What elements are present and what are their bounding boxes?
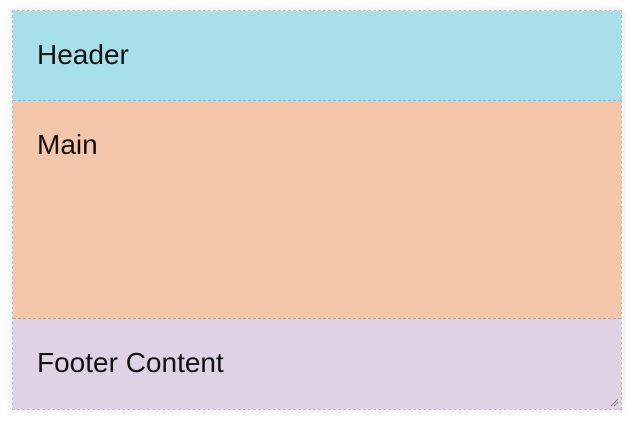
resize-grip-icon[interactable]	[609, 397, 619, 407]
header-region: Header	[13, 11, 621, 101]
footer-region: Footer Content	[13, 319, 621, 409]
layout-container: Header Main Footer Content	[12, 10, 622, 410]
main-label: Main	[37, 129, 98, 160]
footer-label: Footer Content	[37, 347, 224, 378]
header-label: Header	[37, 39, 129, 70]
main-region: Main	[13, 101, 621, 319]
